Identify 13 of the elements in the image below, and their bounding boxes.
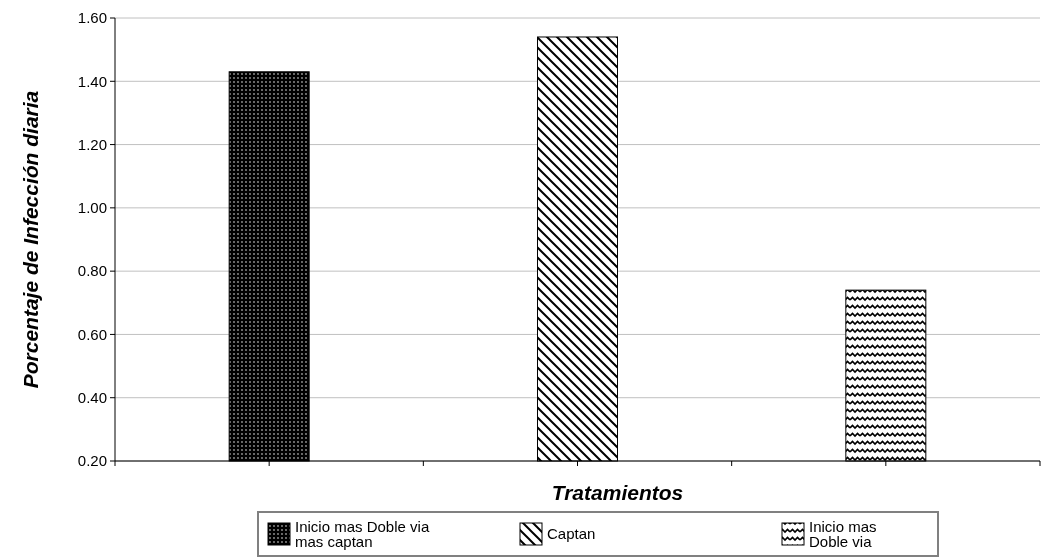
y-axis-title: Porcentaje de Infección diaria (19, 90, 42, 389)
y-tick-label: 1.40 (77, 72, 107, 90)
y-tick-label: 0.40 (77, 388, 107, 406)
y-tick-label: 0.60 (77, 325, 107, 343)
x-axis-title: Tratamientos (551, 481, 684, 504)
legend-label: Inicio mas Doble via (809, 517, 877, 550)
y-tick-label: 1.60 (77, 9, 107, 27)
y-tick-label: 1.20 (77, 135, 107, 153)
y-tick-label: 0.20 (77, 452, 107, 470)
legend-label: Inicio mas Doble via mas captan (295, 517, 430, 550)
y-tick-label: 1.00 (77, 199, 107, 217)
legend-label: Captan (547, 525, 596, 543)
y-tick-label: 0.80 (77, 262, 107, 280)
